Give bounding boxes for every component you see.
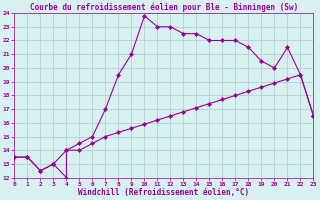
- X-axis label: Windchill (Refroidissement éolien,°C): Windchill (Refroidissement éolien,°C): [78, 188, 250, 197]
- Title: Courbe du refroidissement éolien pour Ble - Binningen (Sw): Courbe du refroidissement éolien pour Bl…: [30, 3, 298, 12]
